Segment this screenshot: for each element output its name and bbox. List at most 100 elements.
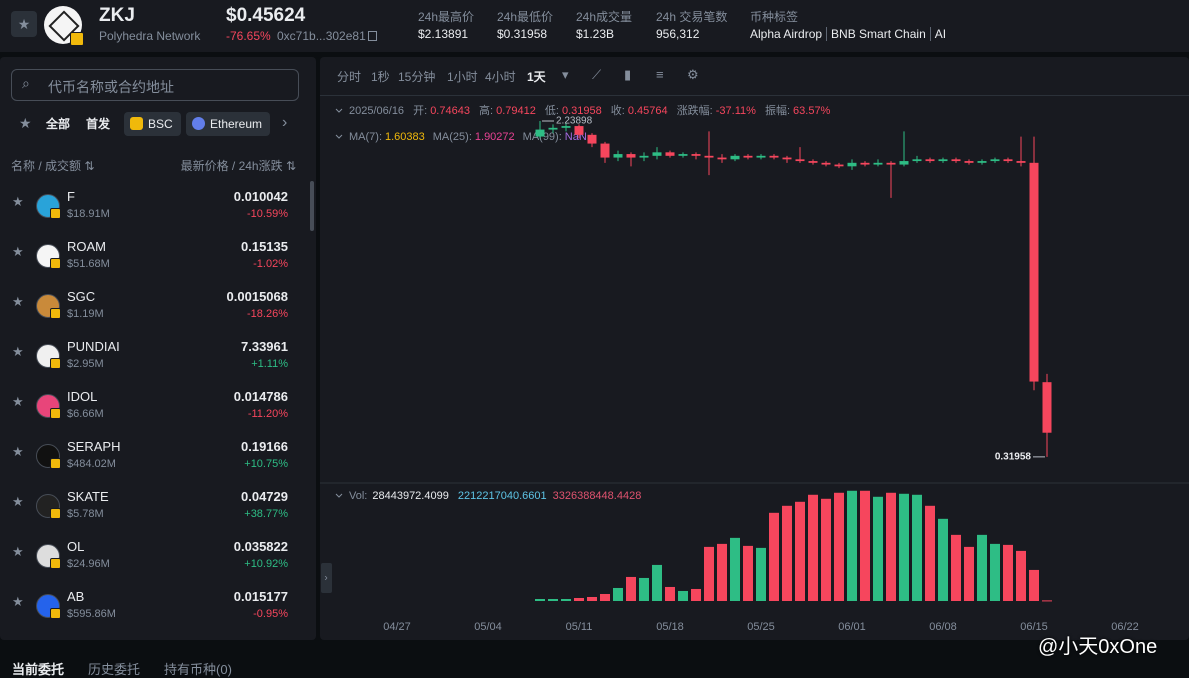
tags: Alpha Airdrop BNB Smart Chain AI <box>750 27 947 41</box>
bottom-tabs: 当前委托 历史委托 持有币种(0) <box>12 659 256 678</box>
volume-bar <box>795 501 805 601</box>
candle-body <box>964 161 974 163</box>
token-row[interactable]: ★ SGC $1.19M 0.0015068 -18.26% <box>0 286 310 336</box>
candle-body <box>951 159 961 162</box>
interval-button[interactable]: 1天 <box>527 70 546 84</box>
chart-toolbar: 分时 1秒 15分钟 1小时 4小时 1天 ▾ ⟋ ▮ ≡ ⚙ <box>320 57 1189 96</box>
chain-badge <box>50 258 61 269</box>
tag: AI <box>929 27 947 41</box>
candle-body <box>925 159 935 162</box>
token-icon <box>36 244 61 269</box>
toolbar-icon[interactable]: ≡ <box>656 67 664 82</box>
volume-bar <box>613 587 623 601</box>
token-row[interactable]: ★ ROAM $51.68M 0.15135 -1.02% <box>0 236 310 286</box>
row-change: +38.77% <box>244 508 288 520</box>
candle-body <box>769 155 779 158</box>
row-symbol: SKATE <box>67 489 109 504</box>
ma-name: MA(7): <box>349 131 382 143</box>
token-icon <box>36 544 61 569</box>
toolbar-icon[interactable]: ⚙ <box>687 67 699 82</box>
row-star[interactable]: ★ <box>12 344 24 359</box>
col-left-label: 名称 / 成交额 <box>11 159 82 173</box>
toolbar-icon[interactable]: ▾ <box>562 67 569 82</box>
search-box[interactable]: ⌕ 代币名称或合约地址 <box>11 69 299 101</box>
row-star[interactable]: ★ <box>12 394 24 409</box>
interval-button[interactable]: 1秒 <box>371 70 390 84</box>
row-star[interactable]: ★ <box>12 294 24 309</box>
tabs-next[interactable]: › <box>282 114 288 131</box>
token-row[interactable]: ★ F $18.91M 0.010042 -10.59% <box>0 186 310 236</box>
stat-label: 24h最低价 <box>497 10 554 24</box>
volume-bar <box>769 512 779 601</box>
col-right-label: 最新价格 / 24h涨跌 <box>180 159 283 173</box>
x-tick-label: 04/27 <box>383 621 411 633</box>
volume-bar <box>782 505 792 601</box>
legend-high-label: 高: <box>479 103 493 117</box>
x-tick-label: 05/11 <box>566 621 593 633</box>
row-volume: $24.96M <box>67 558 110 570</box>
col-right-header[interactable]: 最新价格 / 24h涨跌 ⇅ <box>180 159 296 173</box>
toolbar-icon[interactable]: ▮ <box>624 67 632 82</box>
volume-bar <box>730 537 740 601</box>
candle-body <box>652 152 662 156</box>
legend-amp: 63.57% <box>793 105 831 117</box>
legend-open-label: 开: <box>413 105 427 117</box>
volume-bar <box>964 546 974 601</box>
tag: BNB Smart Chain <box>826 27 926 41</box>
row-star[interactable]: ★ <box>12 244 24 259</box>
chart-panel <box>320 57 1189 640</box>
high-marker-label: 2.23898 <box>556 116 593 127</box>
filter-tab[interactable]: 全部 <box>46 117 71 131</box>
interval-button[interactable]: 15分钟 <box>398 70 436 84</box>
row-star[interactable]: ★ <box>12 444 24 459</box>
stat-label: 24h成交量 <box>576 10 633 24</box>
volume-bar <box>990 543 1000 601</box>
row-volume: $1.19M <box>67 308 104 320</box>
filter-tab[interactable]: BSC <box>124 112 181 136</box>
token-row[interactable]: ★ SKATE $5.78M 0.04729 +38.77% <box>0 486 310 536</box>
token-row[interactable]: ★ OL $24.96M 0.035822 +10.92% <box>0 536 310 586</box>
stat-value: $0.31958 <box>497 27 548 41</box>
x-tick-label: 06/01 <box>838 621 866 633</box>
candle-body <box>561 126 571 128</box>
candle-body <box>743 155 753 158</box>
legend-low: 0.31958 <box>562 105 602 117</box>
col-left-header[interactable]: 名称 / 成交额 ⇅ <box>11 159 95 173</box>
filter-tab[interactable]: 首发 <box>86 117 111 131</box>
token-row[interactable]: ★ IDOL $6.66M 0.014786 -11.20% <box>0 386 310 436</box>
token-icon <box>36 194 61 219</box>
row-star[interactable]: ★ <box>12 594 24 609</box>
volume-bar <box>938 518 948 601</box>
volume-bar <box>535 598 545 601</box>
token-icon <box>36 494 61 519</box>
volume-bar <box>717 543 727 601</box>
vol-value: 28443972.4099 <box>372 490 448 502</box>
token-address[interactable]: 0xc71b...302e81 <box>277 29 366 43</box>
token-price: $0.45624 <box>226 5 306 26</box>
interval-button[interactable]: 1小时 <box>447 70 478 84</box>
candle-body <box>704 155 714 158</box>
row-price: 0.015177 <box>233 589 288 604</box>
stat-label: 24h 交易笔数 <box>656 10 728 24</box>
row-star[interactable]: ★ <box>12 494 24 509</box>
tab-star[interactable]: ★ <box>19 115 32 131</box>
token-row[interactable]: ★ SERAPH $484.02M 0.19166 +10.75% <box>0 436 310 486</box>
stat-value: 956,312 <box>656 27 700 41</box>
row-star[interactable]: ★ <box>12 544 24 559</box>
stat-label: 24h最高价 <box>418 10 475 24</box>
candle-body <box>548 127 558 130</box>
toolbar-icon[interactable]: ⟋ <box>592 67 602 82</box>
favorite-button[interactable]: ★ <box>11 11 37 37</box>
token-row[interactable]: ★ AB $595.86M 0.015177 -0.95% <box>0 586 310 636</box>
interval-button[interactable]: 4小时 <box>485 70 516 84</box>
token-row[interactable]: ★ PUNDIAI $2.95M 7.33961 +1.11% <box>0 336 310 386</box>
ma-name: MA(25): <box>433 131 472 143</box>
volume-bar <box>678 590 688 601</box>
interval-button[interactable]: 分时 <box>337 70 362 84</box>
row-volume: $18.91M <box>67 208 110 220</box>
row-star[interactable]: ★ <box>12 194 24 209</box>
filter-tab[interactable]: Ethereum <box>186 112 271 136</box>
token-change: -76.65% <box>226 29 271 43</box>
copy-icon[interactable] <box>368 31 377 41</box>
row-price: 0.035822 <box>233 539 288 554</box>
